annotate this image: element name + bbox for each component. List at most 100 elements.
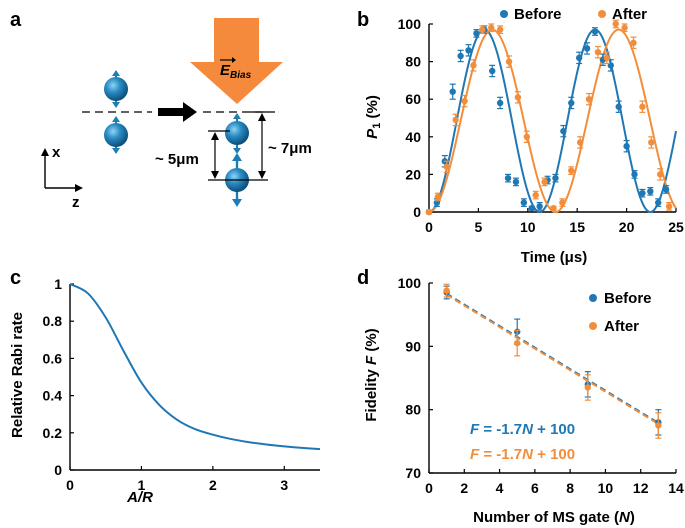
chart-b-after-point (585, 96, 593, 103)
chart-b-before-point (504, 174, 512, 182)
chart-b-points (425, 19, 673, 216)
chart-b-after-point (639, 103, 646, 110)
chart-b-ytick-label: 40 (405, 129, 421, 145)
chart-b-before-point (615, 103, 622, 110)
chart-b-after-point (665, 203, 673, 210)
chart-d-ylabel: Fidelity F (%) (363, 328, 380, 421)
chart-b-xtick-label: 5 (475, 219, 483, 235)
chart-b-before-point (496, 99, 504, 107)
chart-b-after-point (559, 199, 566, 206)
legend-d-after: After (604, 318, 639, 335)
chart-b-xtick-label: 10 (520, 219, 536, 235)
chart-c-ylabel: Relative Rabi rate (9, 312, 26, 438)
coord-x-label: x (52, 144, 61, 161)
chart-b-after-point (576, 139, 584, 146)
chart-b-ytick-label: 100 (398, 16, 422, 32)
vector-head (232, 57, 236, 63)
chart-b-ytick-label: 80 (405, 54, 421, 70)
chart-b-before-point (528, 205, 535, 212)
chart-d-xtick-label: 4 (496, 480, 504, 496)
coord-z-arrow (75, 184, 83, 192)
chart-b-after-point (505, 58, 513, 65)
chart-b-after-point (434, 193, 442, 201)
chart-b-after-point (532, 191, 539, 199)
chart-d-xtick-label: 0 (425, 480, 433, 496)
chart-b-after-point (479, 26, 486, 33)
chart-b-xtick-label: 15 (569, 219, 585, 235)
chart-b-before-point (520, 199, 528, 206)
dist-small-arrow-up (211, 132, 219, 140)
chart-b-after-point (425, 208, 433, 216)
chart-b-after-point (541, 178, 548, 186)
chart-c-ytick-label: 0.4 (43, 388, 63, 404)
chart-d-after-point (584, 384, 591, 391)
dist-small-arrow-down (211, 171, 219, 179)
chart-d-axes: 0 2 4 6 8 10 12 14 70 80 90 100 (398, 275, 684, 496)
chart-b-ytick-label: 60 (405, 91, 421, 107)
chart-b-before-point (536, 203, 543, 210)
chart-b-after-point (550, 205, 557, 212)
chart-b-before-point (457, 52, 464, 60)
coord-z-label: z (72, 194, 80, 211)
chart-b-after-point (496, 26, 504, 33)
bias-field-label: EBias (220, 62, 252, 81)
chart-d-legend: Before After (589, 290, 652, 335)
dist-large-arrow-down (258, 171, 266, 179)
chart-d-ytick-label: 100 (398, 275, 422, 291)
chart-d-xtick-label: 12 (633, 480, 649, 496)
chart-b-before-point (647, 188, 654, 195)
fit-equation-after: F = -1.7N + 100 (470, 446, 575, 463)
chart-b-after-point (443, 163, 450, 171)
panel-label-c: c (10, 267, 21, 289)
chart-d-xtick-label: 10 (598, 480, 614, 496)
chart-b-after-point (514, 94, 522, 101)
chart-b-before-point (575, 54, 583, 62)
chart-c-xtick-label: 3 (280, 477, 288, 493)
chart-b-before-point (662, 186, 670, 193)
chart-b-ytick-label: 0 (413, 204, 421, 220)
chart-c-xlabel: A/R (126, 489, 153, 506)
chart-b-curve-after (428, 28, 677, 213)
dist-small-label: ~ 5μm (155, 151, 199, 168)
transition-arrow (158, 102, 197, 122)
chart-c-xtick-label: 2 (209, 477, 217, 493)
chart-b-before-point (655, 199, 662, 206)
chart-c-ytick-label: 0 (54, 462, 62, 478)
chart-b-before-point (552, 174, 559, 182)
legend-b-before-marker (500, 10, 508, 18)
ion-left-top (104, 70, 128, 108)
chart-c-ytick-label: 0.6 (43, 350, 63, 366)
chart-d-xtick-label: 2 (460, 480, 468, 496)
chart-b-before-point (560, 127, 567, 135)
chart-c-axes: 0 1 2 3 0 0.2 0.4 0.6 0.8 1 (43, 276, 320, 493)
chart-c-xtick-label: 0 (66, 477, 74, 493)
chart-d-fit-after (446, 293, 659, 425)
legend-b-after: After (612, 6, 647, 23)
chart-d-after-point (443, 287, 450, 294)
chart-c-curves (69, 283, 321, 451)
chart-b-after-point (621, 24, 628, 31)
panel-a-schematic: EBias (41, 18, 312, 211)
chart-c-xtick-label: 1 (138, 477, 146, 493)
chart-b-ylabel: P1 (%) (364, 95, 383, 139)
chart-b-ytick-label: 20 (405, 166, 421, 182)
chart-b-after-point (568, 167, 575, 174)
chart-b-legend: Before After (500, 6, 647, 23)
chart-d-ytick-label: 80 (405, 402, 421, 418)
chart-b-xtick-label: 25 (668, 219, 684, 235)
chart-c-ytick-label: 0.2 (43, 425, 63, 441)
chart-d-xtick-label: 8 (566, 480, 574, 496)
panel-label-b: b (357, 9, 369, 31)
chart-d-after-point (655, 422, 662, 429)
chart-b-xtick-label: 20 (619, 219, 635, 235)
chart-d-fit-lines (446, 292, 659, 425)
ion-left-bottom (104, 116, 128, 154)
chart-b-after-point (452, 116, 459, 124)
chart-c-curve (69, 283, 321, 451)
chart-b-before-point (473, 30, 480, 37)
chart-b-after-point (470, 62, 477, 69)
chart-b-curves (428, 28, 677, 214)
legend-d-before: Before (604, 290, 652, 307)
